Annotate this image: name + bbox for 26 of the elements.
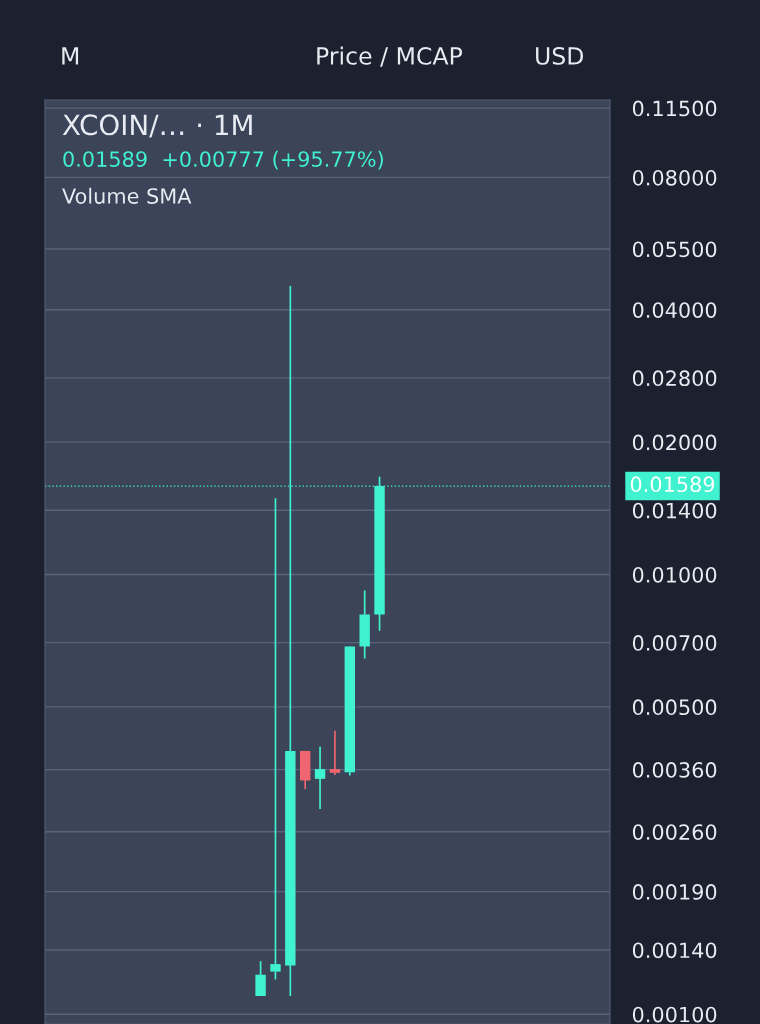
- y-tick-label: 0.02000: [632, 434, 717, 451]
- y-tick-label: 0.00260: [632, 824, 717, 840]
- y-tick-label: 0.00190: [632, 884, 717, 900]
- ref-line-label: 0.01589: [630, 476, 715, 493]
- candlestick: [314, 745, 326, 810]
- text: M: [62, 47, 79, 65]
- y-tick-label: 0.00500: [632, 699, 717, 716]
- y-tick-label: 0.05500: [632, 241, 717, 258]
- chart-title: XCOIN/… · 1M: [62, 114, 252, 138]
- y-tick-label: 0.08000: [632, 169, 717, 186]
- text: 0.01589 +0.00777 (+95.77%): [63, 150, 383, 170]
- y-tick-label: 0.04000: [632, 302, 717, 318]
- y-tick-label: 0.00140: [632, 942, 717, 959]
- candlestick: [255, 960, 266, 997]
- text: USD: [536, 46, 584, 65]
- y-tick-label: 0.00100: [632, 1006, 717, 1023]
- candlestick: [270, 497, 281, 981]
- candlestick: [329, 730, 341, 776]
- annotation: Volume SMA: [62, 187, 192, 204]
- y-tick-label: 0.00700: [632, 635, 717, 651]
- y-tick-label: 0.02800: [632, 370, 717, 387]
- y-tick-label: 0.01000: [632, 566, 717, 583]
- y-tick-label: 0.01400: [632, 502, 717, 519]
- y-tick-label: 0.11500: [632, 100, 717, 117]
- y-tick-label: 0.00360: [632, 762, 717, 778]
- text: Price / MCAP: [317, 46, 463, 67]
